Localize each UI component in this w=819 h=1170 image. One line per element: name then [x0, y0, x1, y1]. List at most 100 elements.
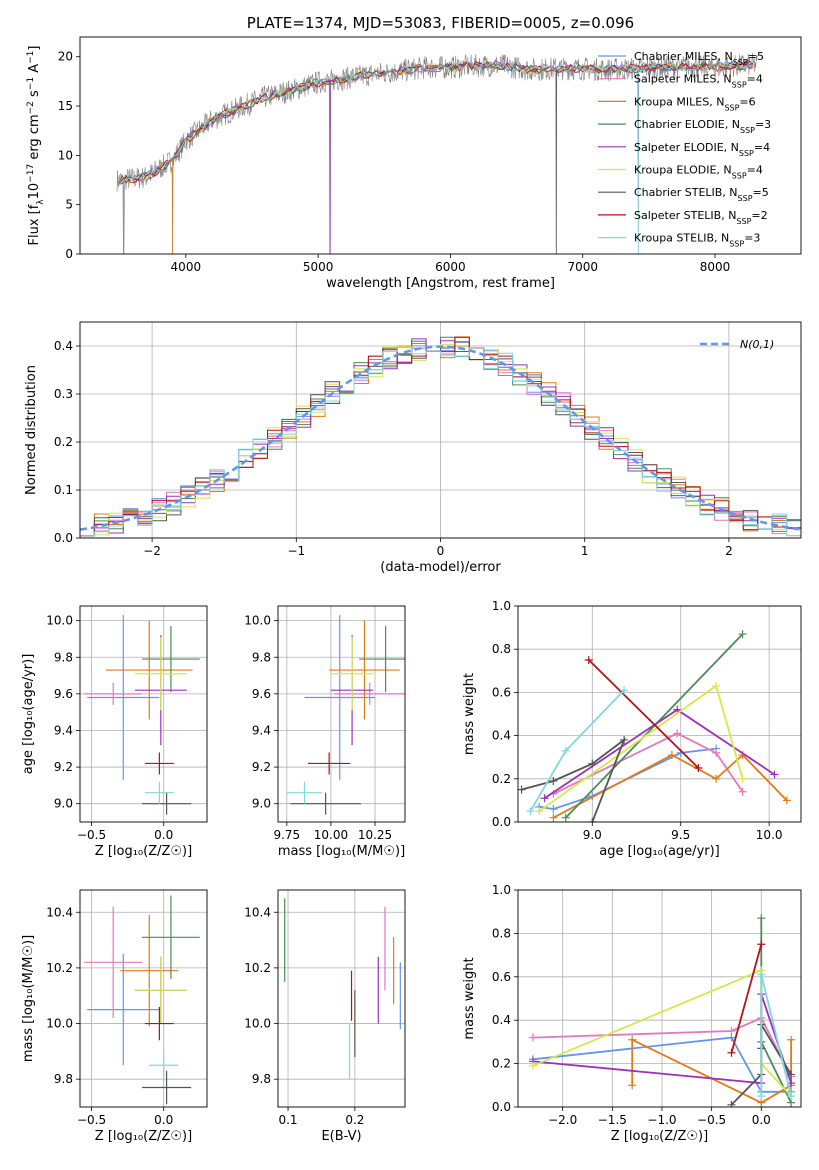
legend-sub: SSP [732, 80, 747, 89]
legend-label: Salpeter STELIB, NSSP=2 [634, 209, 768, 226]
ylabel-part: ] [27, 46, 42, 51]
tick-label-y: 0.6 [492, 970, 511, 984]
tick-label-y: 9.0 [54, 797, 73, 811]
tick-label-y: 0.4 [492, 729, 511, 743]
spectrum-frame [79, 36, 802, 255]
spectrum-plot [116, 53, 758, 254]
legend-label: Chabrier MILES, NSSP=5 [634, 50, 764, 67]
marker [757, 914, 766, 923]
legend-text: =2 [751, 209, 767, 222]
ylabel-part: λ [36, 199, 46, 205]
legend-label: Salpeter ELODIE, NSSP=4 [634, 141, 770, 158]
marker [787, 1092, 796, 1101]
weight-vs-Z-xlabel: Z [log₁₀(Z/Z☉)] [611, 1129, 708, 1144]
weight-vs-Z-ylabel: mass weight [462, 957, 477, 1039]
histogram-step [80, 343, 801, 537]
marker [727, 1100, 736, 1107]
marker [588, 818, 597, 822]
weight-series [584, 656, 703, 772]
histogram-step [80, 347, 801, 537]
mass-vs-Z-xlabel: Z [log₁₀(Z/Z☉)] [95, 1129, 192, 1144]
tick-label-y: 0.8 [492, 926, 511, 940]
legend-sub: SSP [738, 194, 753, 203]
weight-series [535, 681, 747, 816]
legend-label: Chabrier STELIB, NSSP=5 [634, 186, 769, 203]
tick-label-y: 0.0 [492, 815, 511, 829]
marker [588, 759, 597, 768]
errorbar-point [134, 956, 187, 1024]
marker [549, 813, 558, 822]
errorbar-point [144, 752, 174, 775]
ylabel-part: −17 [26, 164, 36, 183]
residuals-xlabel: (data-model)/error [380, 560, 501, 575]
legend-text: =5 [753, 186, 769, 199]
mass-vs-EBV-xlabel: E(B-V) [321, 1129, 361, 1144]
spectrum-title: PLATE=1374, MJD=53083, FIBERID=0005, z=0… [247, 14, 634, 32]
age-vs-mass-plot [286, 615, 405, 815]
tick-label-x: 9.75 [273, 828, 300, 842]
tick-label-y: 0.0 [492, 1100, 511, 1114]
age-vs-Z-frame [79, 605, 208, 823]
model-line [118, 60, 754, 185]
legend-text: Salpeter STELIB, N [634, 209, 736, 222]
ylabel-part: s [27, 90, 42, 101]
tick-label-x: −0.5 [77, 828, 106, 842]
errorbar-point [144, 1006, 174, 1041]
legend-label: Kroupa STELIB, NSSP=3 [634, 232, 760, 249]
spectrum-data-line [116, 53, 758, 254]
tick-label-y: 1.0 [492, 883, 511, 897]
tick-label-y: 9.4 [252, 723, 271, 737]
tick-label-y: 10.0 [46, 614, 73, 628]
weight-series [526, 686, 629, 816]
marker [628, 1081, 637, 1090]
legend-text: Kroupa MILES, N [634, 95, 724, 108]
errorbar-point [307, 752, 351, 775]
weight-series [727, 940, 766, 1057]
tick-label-x: 0.0 [154, 1113, 173, 1127]
errorbar-point [87, 615, 160, 780]
weight-vs-Z-axes: −2.0 −1.5 −1.0 −0.5 0.0 0.0 0.2 0.4 0.6 0.8 1.0 [492, 883, 801, 1127]
ylabel-part: 10 [27, 183, 42, 200]
tick-label-y: 5 [65, 198, 73, 212]
tick-label-x: −1.0 [647, 1113, 676, 1127]
weight-line [553, 732, 744, 795]
tick-label-y: 0.4 [492, 1013, 511, 1027]
ylabel-part: −2 [26, 101, 36, 114]
histogram-step [80, 341, 801, 537]
weight-line [730, 944, 763, 1054]
tick-label-x: 0.0 [752, 1113, 771, 1127]
tick-label-y: 15 [58, 99, 73, 113]
marker [549, 805, 558, 814]
marker [757, 1092, 766, 1101]
spectrum-xlabel: wavelength [Angstrom, rest frame] [326, 276, 555, 291]
errorbar-point [330, 637, 374, 711]
errorbar-point [142, 792, 192, 815]
tick-label-y: 9.2 [252, 760, 271, 774]
residuals-frame [79, 321, 802, 539]
marker [727, 1027, 736, 1036]
tick-label-y: 1.0 [492, 599, 511, 613]
age-vs-Z-xlabel: Z [log₁₀(Z/Z☉)] [95, 844, 192, 859]
weight-line [532, 1016, 792, 1078]
legend-text: =3 [755, 118, 771, 131]
tick-label-y: 0.0 [54, 531, 73, 545]
legend-label: Kroupa MILES, NSSP=6 [634, 95, 756, 112]
legend-text: Salpeter ELODIE, N [634, 141, 739, 154]
mass-vs-Z-ylabel: mass [log₁₀(M/M☉)] [21, 935, 36, 1062]
weight-vs-Z-frame [517, 889, 802, 1108]
tick-label-y: 9.6 [54, 687, 73, 701]
legend-text: Kroupa STELIB, N [634, 232, 729, 245]
residuals-axes: −2 −1 0 1 2 0.0 0.1 0.2 0.3 0.4 [54, 322, 801, 558]
age-vs-mass-frame [277, 605, 406, 823]
marker [727, 1048, 736, 1057]
weight-vs-age-frame [517, 605, 802, 823]
marker [528, 1061, 537, 1070]
tick-label-x: 0.1 [278, 1113, 297, 1127]
weight-series [528, 1014, 796, 1081]
tick-label-x: 2 [725, 544, 733, 558]
weight-vs-age-xlabel: age [log₁₀(age/yr)] [599, 844, 720, 859]
tick-label-x: −2 [143, 544, 161, 558]
errorbar-point [304, 615, 376, 780]
weight-series [757, 970, 796, 1101]
